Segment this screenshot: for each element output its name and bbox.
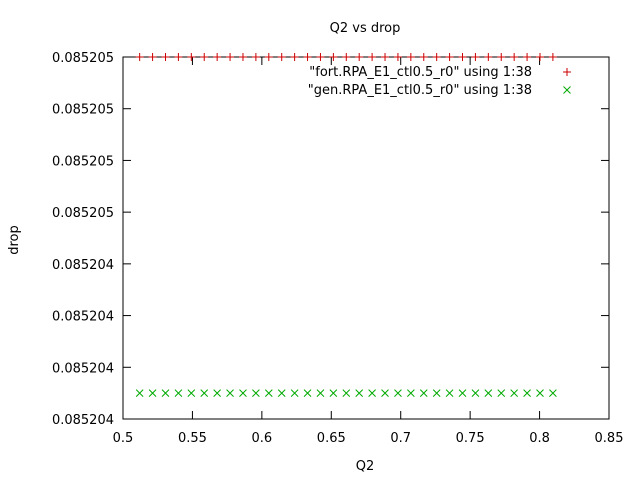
- data-point-series-2: [342, 389, 351, 397]
- y-tick-label: 0.085204: [52, 258, 114, 273]
- data-point-series-2: [135, 389, 144, 397]
- legend-marker: [563, 68, 571, 76]
- y-tick-label: 0.085205: [52, 103, 114, 118]
- data-point-series-1: [381, 53, 390, 61]
- data-point-series-2: [432, 389, 441, 397]
- data-point-series-2: [239, 389, 247, 397]
- data-point-series-1: [251, 53, 260, 61]
- y-tick-label: 0.085205: [52, 154, 114, 169]
- y-tick-label: 0.085205: [52, 206, 114, 221]
- x-tick-label: 0.55: [178, 431, 207, 446]
- data-point-series-1: [445, 53, 454, 61]
- data-point-series-1: [471, 53, 480, 61]
- data-point-series-2: [200, 389, 209, 397]
- data-point-series-2: [510, 389, 519, 397]
- x-tick-label: 0.65: [317, 431, 346, 446]
- data-point-series-1: [458, 53, 467, 61]
- data-point-series-1: [290, 53, 299, 61]
- y-tick-label: 0.085205: [52, 51, 114, 66]
- data-point-series-1: [187, 53, 196, 61]
- legend: "fort.RPA_E1_ctl0.5_r0" using 1:38 "gen.R…: [308, 65, 571, 98]
- data-point-series-2: [187, 389, 196, 397]
- data-point-series-1: [548, 53, 557, 61]
- plot-frame: [122, 56, 610, 420]
- data-point-series-2: [329, 389, 338, 397]
- data-point-series-2: [536, 389, 544, 397]
- data-point-series-2: [445, 389, 454, 397]
- data-point-series-1: [510, 53, 519, 61]
- data-point-series-2: [549, 389, 557, 397]
- data-point-series-2: [381, 389, 389, 397]
- data-point-series-1: [161, 53, 170, 61]
- x-tick-label: 0.7: [390, 431, 411, 446]
- data-point-series-1: [393, 53, 402, 61]
- data-point-series-2: [394, 389, 402, 397]
- data-point-series-2: [213, 389, 221, 397]
- data-point-series-2: [252, 389, 260, 397]
- x-tick-label: 0.5: [113, 431, 134, 446]
- legend-label: "fort.RPA_E1_ctl0.5_r0" using 1:38: [309, 65, 532, 80]
- data-point-series-1: [200, 53, 209, 61]
- data-point-series-2: [419, 389, 428, 397]
- x-tick-label: 0.6: [252, 431, 273, 446]
- x-tick-label: 0.85: [595, 431, 624, 446]
- data-point-series-1: [238, 53, 247, 61]
- data-point-series-1: [316, 53, 325, 61]
- y-tick-label: 0.085204: [52, 310, 114, 325]
- data-point-series-1: [174, 53, 183, 61]
- data-point-series-2: [523, 389, 531, 397]
- data-point-series-1: [406, 53, 415, 61]
- x-tick-label: 0.75: [456, 431, 485, 446]
- data-point-series-2: [406, 389, 415, 397]
- data-points: [135, 53, 557, 397]
- data-point-series-1: [535, 53, 544, 61]
- data-point-series-1: [355, 53, 364, 61]
- legend-label: "gen.RPA_E1_ctl0.5_r0" using 1:38: [308, 83, 532, 98]
- data-point-series-2: [226, 389, 234, 397]
- data-point-series-2: [316, 389, 325, 397]
- y-tick-label: 0.085204: [52, 361, 114, 376]
- data-point-series-2: [471, 389, 480, 397]
- data-point-series-1: [484, 53, 493, 61]
- x-axis: 0.5 0.55 0.6 0.65 0.7 0.75 0.8 0.85: [113, 57, 624, 446]
- data-point-series-2: [497, 389, 506, 397]
- x-tick-label: 0.8: [529, 431, 550, 446]
- data-point-series-1: [497, 53, 506, 61]
- data-point-series-1: [148, 53, 157, 61]
- y-axis-label: drop: [7, 225, 22, 255]
- data-point-series-1: [342, 53, 351, 61]
- data-point-series-1: [303, 53, 312, 61]
- data-point-series-2: [368, 389, 376, 397]
- data-point-series-2: [148, 389, 157, 397]
- y-axis: 0.085204 0.085204 0.085204 0.085204 0.085205…: [52, 51, 609, 428]
- y-tick-label: 0.085204: [52, 413, 114, 428]
- data-point-series-1: [213, 53, 222, 61]
- data-point-series-1: [329, 53, 338, 61]
- data-point-series-2: [277, 389, 286, 397]
- legend-marker: [563, 86, 571, 94]
- data-point-series-2: [174, 389, 183, 397]
- x-axis-label: Q2: [356, 459, 375, 474]
- data-point-series-2: [458, 389, 467, 397]
- data-point-series-1: [419, 53, 428, 61]
- data-point-series-1: [523, 53, 532, 61]
- data-point-series-1: [135, 53, 144, 61]
- data-point-series-2: [484, 389, 493, 397]
- data-point-series-1: [432, 53, 441, 61]
- data-point-series-2: [355, 389, 364, 397]
- chart-title: Q2 vs drop: [330, 21, 401, 36]
- data-point-series-2: [303, 389, 312, 397]
- data-point-series-1: [226, 53, 235, 61]
- data-point-series-2: [290, 389, 299, 397]
- data-point-series-1: [277, 53, 286, 61]
- data-point-series-2: [161, 389, 170, 397]
- data-point-series-1: [368, 53, 377, 61]
- data-point-series-1: [264, 53, 273, 61]
- data-point-series-2: [264, 389, 273, 397]
